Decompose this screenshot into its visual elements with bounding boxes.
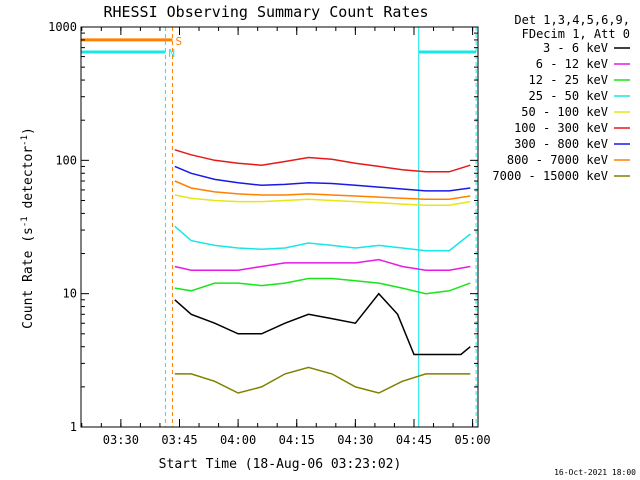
legend: Det 1,3,4,5,6,9, FDecim 1, Att 0 3 - 6 k… — [492, 13, 630, 183]
series-line — [174, 366, 471, 394]
y-axis-label-part: detector — [21, 146, 36, 217]
series-line — [174, 180, 471, 201]
footer-timestamp: 16-Oct-2021 18:00 — [554, 468, 636, 477]
x-tick-label: 03:45 — [161, 433, 197, 447]
x-tick-label: 05:00 — [455, 433, 491, 447]
y-axis-label-part: ) — [21, 127, 36, 135]
y-axis-label-part: Count Rate (s — [21, 227, 36, 329]
y-tick-label: 10 — [63, 287, 77, 301]
axes: 1 10 100 1000 03:30 03:45 04:00 04:15 04:30 04:45… — [48, 20, 491, 447]
x-tick-label: 04:30 — [337, 433, 373, 447]
y-axis-label-superscript: -1 — [20, 216, 30, 227]
interval-label: N — [168, 47, 175, 60]
legend-entry-label: 3 - 6 keV — [543, 41, 608, 55]
y-axis-label: Count Rate (s-1 detector-1) — [20, 127, 36, 329]
legend-header-line: FDecim 1, Att 0 — [522, 27, 630, 41]
series-line — [174, 165, 471, 192]
plot-frame — [80, 26, 479, 428]
legend-entry-label: 300 - 800 keV — [514, 137, 608, 151]
y-axis-label-superscript: -1 — [20, 135, 30, 146]
y-tick-label: 1000 — [48, 20, 77, 34]
series-line — [174, 225, 471, 252]
legend-entry-label: 25 - 50 keV — [529, 89, 608, 103]
x-axis-label: Start Time (18-Aug-06 03:23:02) — [159, 457, 402, 472]
y-tick-label: 100 — [55, 153, 77, 167]
x-tick-label: 04:00 — [220, 433, 256, 447]
y-tick-label: 1 — [70, 420, 77, 434]
series-line — [174, 194, 471, 207]
chart-title: RHESSI Observing Summary Count Rates — [103, 3, 428, 21]
series-line — [174, 149, 471, 173]
legend-header-line: Det 1,3,4,5,6,9, — [514, 13, 630, 27]
legend-entry-label: 50 - 100 keV — [521, 105, 608, 119]
svg-text:Count Rate (s-1 detector-1): Count Rate (s-1 detector-1) — [20, 127, 36, 329]
series-line — [174, 277, 471, 295]
legend-entry-label: 12 - 25 keV — [529, 73, 608, 87]
x-tick-label: 04:45 — [396, 433, 432, 447]
series-line — [174, 258, 471, 271]
interval-label: S — [175, 35, 182, 48]
legend-entry-label: 800 - 7000 keV — [507, 153, 608, 167]
x-tick-label: 04:15 — [279, 433, 315, 447]
series-line — [174, 292, 471, 356]
legend-entry-label: 100 - 300 keV — [514, 121, 608, 135]
legend-entry-label: 7000 - 15000 keV — [492, 169, 608, 183]
plot-area: NS — [80, 27, 477, 427]
legend-entry-label: 6 - 12 keV — [536, 57, 608, 71]
x-tick-label: 03:30 — [103, 433, 139, 447]
